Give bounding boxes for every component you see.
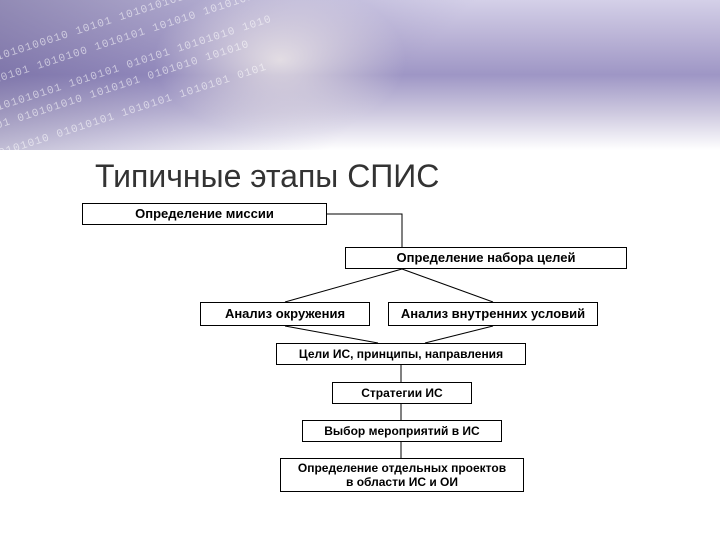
edge-mission-goals: [327, 214, 402, 247]
edge-goals-env: [285, 269, 402, 302]
node-mission: Определение миссии: [82, 203, 327, 225]
node-internal: Анализ внутренних условий: [388, 302, 598, 326]
node-strategy: Стратегии ИС: [332, 382, 472, 404]
node-is_goals: Цели ИС, принципы, направления: [276, 343, 526, 365]
edge-goals-internal: [402, 269, 493, 302]
node-goals: Определение набора целей: [345, 247, 627, 269]
edge-env-is_goals: [285, 326, 378, 343]
edge-internal-is_goals: [425, 326, 493, 343]
node-projects: Определение отдельных проектовв области …: [280, 458, 524, 492]
node-events: Выбор мероприятий в ИС: [302, 420, 502, 442]
node-env: Анализ окружения: [200, 302, 370, 326]
flowchart-container: Определение миссии Определение набора цел…: [0, 0, 720, 540]
